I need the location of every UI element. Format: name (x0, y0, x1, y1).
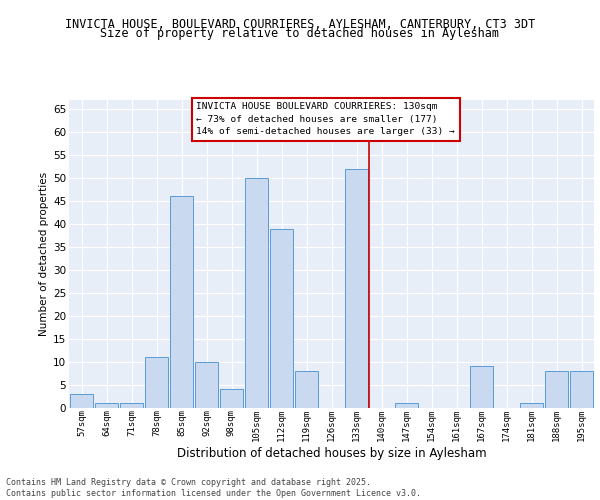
Bar (220, 389, 243, 407)
Bar (395, 403, 418, 407)
Bar (545, 371, 568, 408)
Bar (120, 403, 143, 407)
Bar (145, 357, 168, 408)
Y-axis label: Number of detached properties: Number of detached properties (39, 172, 49, 336)
Bar (245, 178, 268, 408)
X-axis label: Distribution of detached houses by size in Aylesham: Distribution of detached houses by size … (176, 446, 487, 460)
Bar (520, 403, 543, 407)
Bar (170, 196, 193, 408)
Bar (70, 394, 93, 407)
Bar (295, 371, 318, 408)
Bar (270, 228, 293, 408)
Bar (95, 403, 118, 407)
Text: INVICTA HOUSE, BOULEVARD COURRIERES, AYLESHAM, CANTERBURY, CT3 3DT: INVICTA HOUSE, BOULEVARD COURRIERES, AYL… (65, 18, 535, 30)
Text: Contains HM Land Registry data © Crown copyright and database right 2025.
Contai: Contains HM Land Registry data © Crown c… (6, 478, 421, 498)
Bar (570, 371, 593, 408)
Bar (470, 366, 493, 408)
Text: Size of property relative to detached houses in Aylesham: Size of property relative to detached ho… (101, 28, 499, 40)
Text: INVICTA HOUSE BOULEVARD COURRIERES: 130sqm
← 73% of detached houses are smaller : INVICTA HOUSE BOULEVARD COURRIERES: 130s… (197, 102, 455, 136)
Bar (345, 169, 368, 408)
Bar (195, 362, 218, 408)
